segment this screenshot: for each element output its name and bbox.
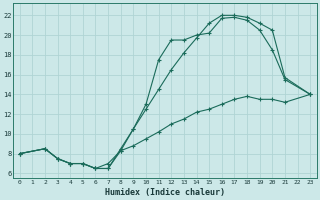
X-axis label: Humidex (Indice chaleur): Humidex (Indice chaleur): [105, 188, 225, 197]
